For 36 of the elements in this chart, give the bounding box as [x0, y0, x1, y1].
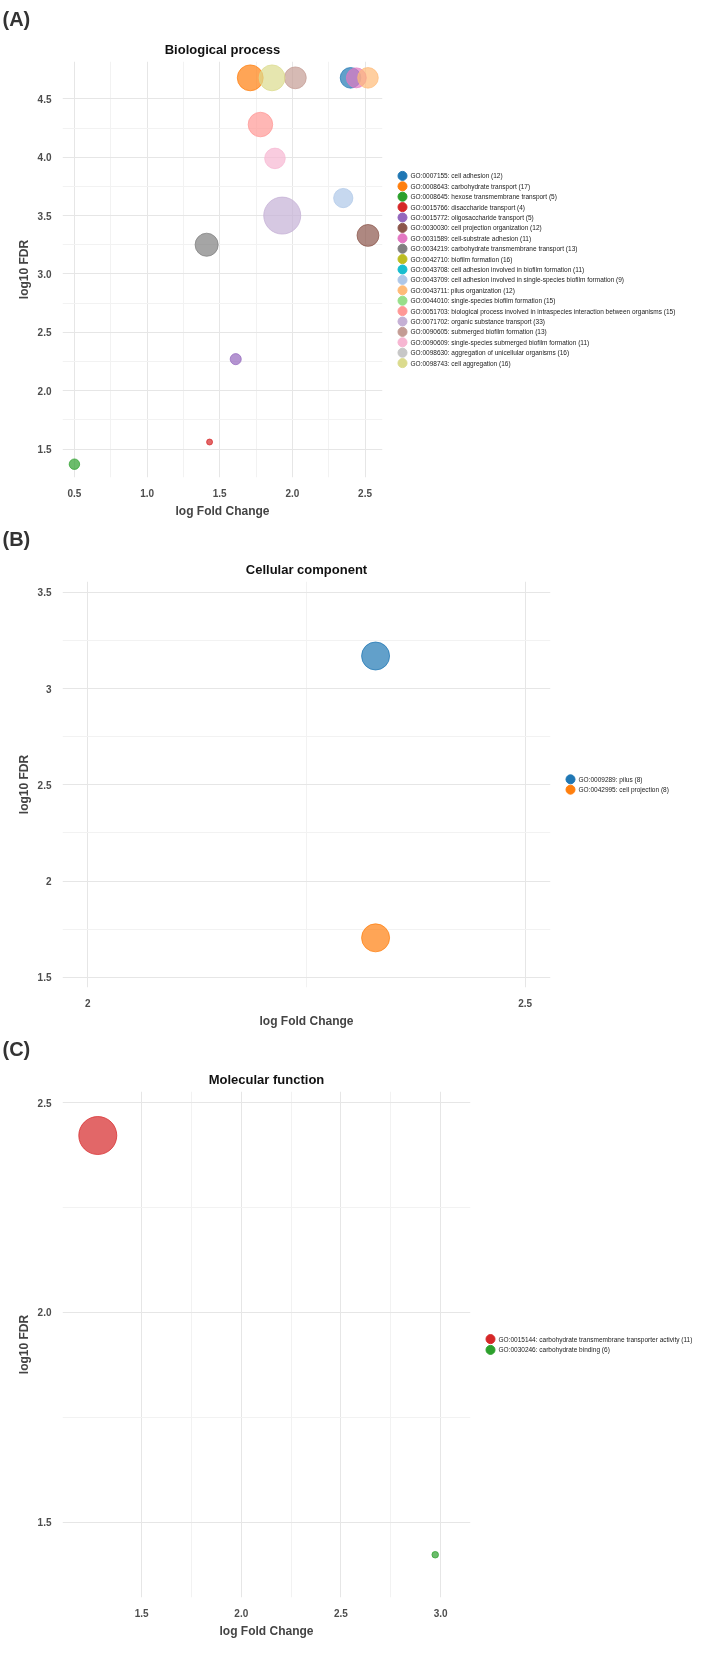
- y-tick-label: 2.5: [37, 327, 52, 339]
- y-axis-title: log10 FDR: [16, 1314, 31, 1375]
- x-tick-label: 1.5: [212, 487, 228, 499]
- chart-title: Biological process: [164, 41, 281, 57]
- x-tick-label: 2.5: [358, 487, 373, 499]
- x-axis-title: log Fold Change: [219, 1623, 314, 1638]
- y-tick-label: 2: [45, 876, 52, 888]
- x-axis-title: log Fold Change: [259, 1013, 354, 1028]
- y-tick-label: 3.0: [37, 268, 52, 280]
- x-tick-label: 1.5: [134, 1607, 150, 1619]
- y-tick-label: 3: [45, 683, 52, 695]
- y-tick-label: 2.5: [37, 779, 52, 791]
- y-tick-label: 2.5: [37, 1097, 52, 1109]
- y-tick-label: 3.5: [37, 587, 52, 599]
- x-axis-title: log Fold Change: [175, 503, 270, 518]
- chart-title: Molecular function: [208, 1071, 325, 1087]
- x-tick-label: 0.5: [67, 487, 82, 499]
- y-tick-label: 1.5: [37, 1517, 52, 1529]
- text: (A): [2, 7, 31, 30]
- text: (C): [2, 1037, 31, 1060]
- chart-title: Cellular component: [245, 561, 368, 577]
- text: (B): [2, 527, 31, 550]
- x-tick-label: 3.0: [433, 1607, 448, 1619]
- y-tick-label: 4.5: [37, 93, 52, 105]
- x-tick-label: 2.0: [234, 1607, 249, 1619]
- y-tick-label: 2.0: [37, 1307, 52, 1319]
- x-tick-label: 2.0: [285, 487, 300, 499]
- y-axis-title: log10 FDR: [16, 239, 31, 300]
- y-axis-title: log10 FDR: [16, 754, 31, 815]
- y-tick-label: 1.5: [37, 444, 52, 456]
- y-tick-label: 1.5: [37, 972, 52, 984]
- y-tick-label: 3.5: [37, 210, 52, 222]
- x-tick-label: 1.0: [140, 487, 155, 499]
- y-tick-label: 2.0: [37, 385, 52, 397]
- x-tick-label: 2.5: [333, 1607, 349, 1619]
- y-tick-label: 4.0: [37, 152, 52, 164]
